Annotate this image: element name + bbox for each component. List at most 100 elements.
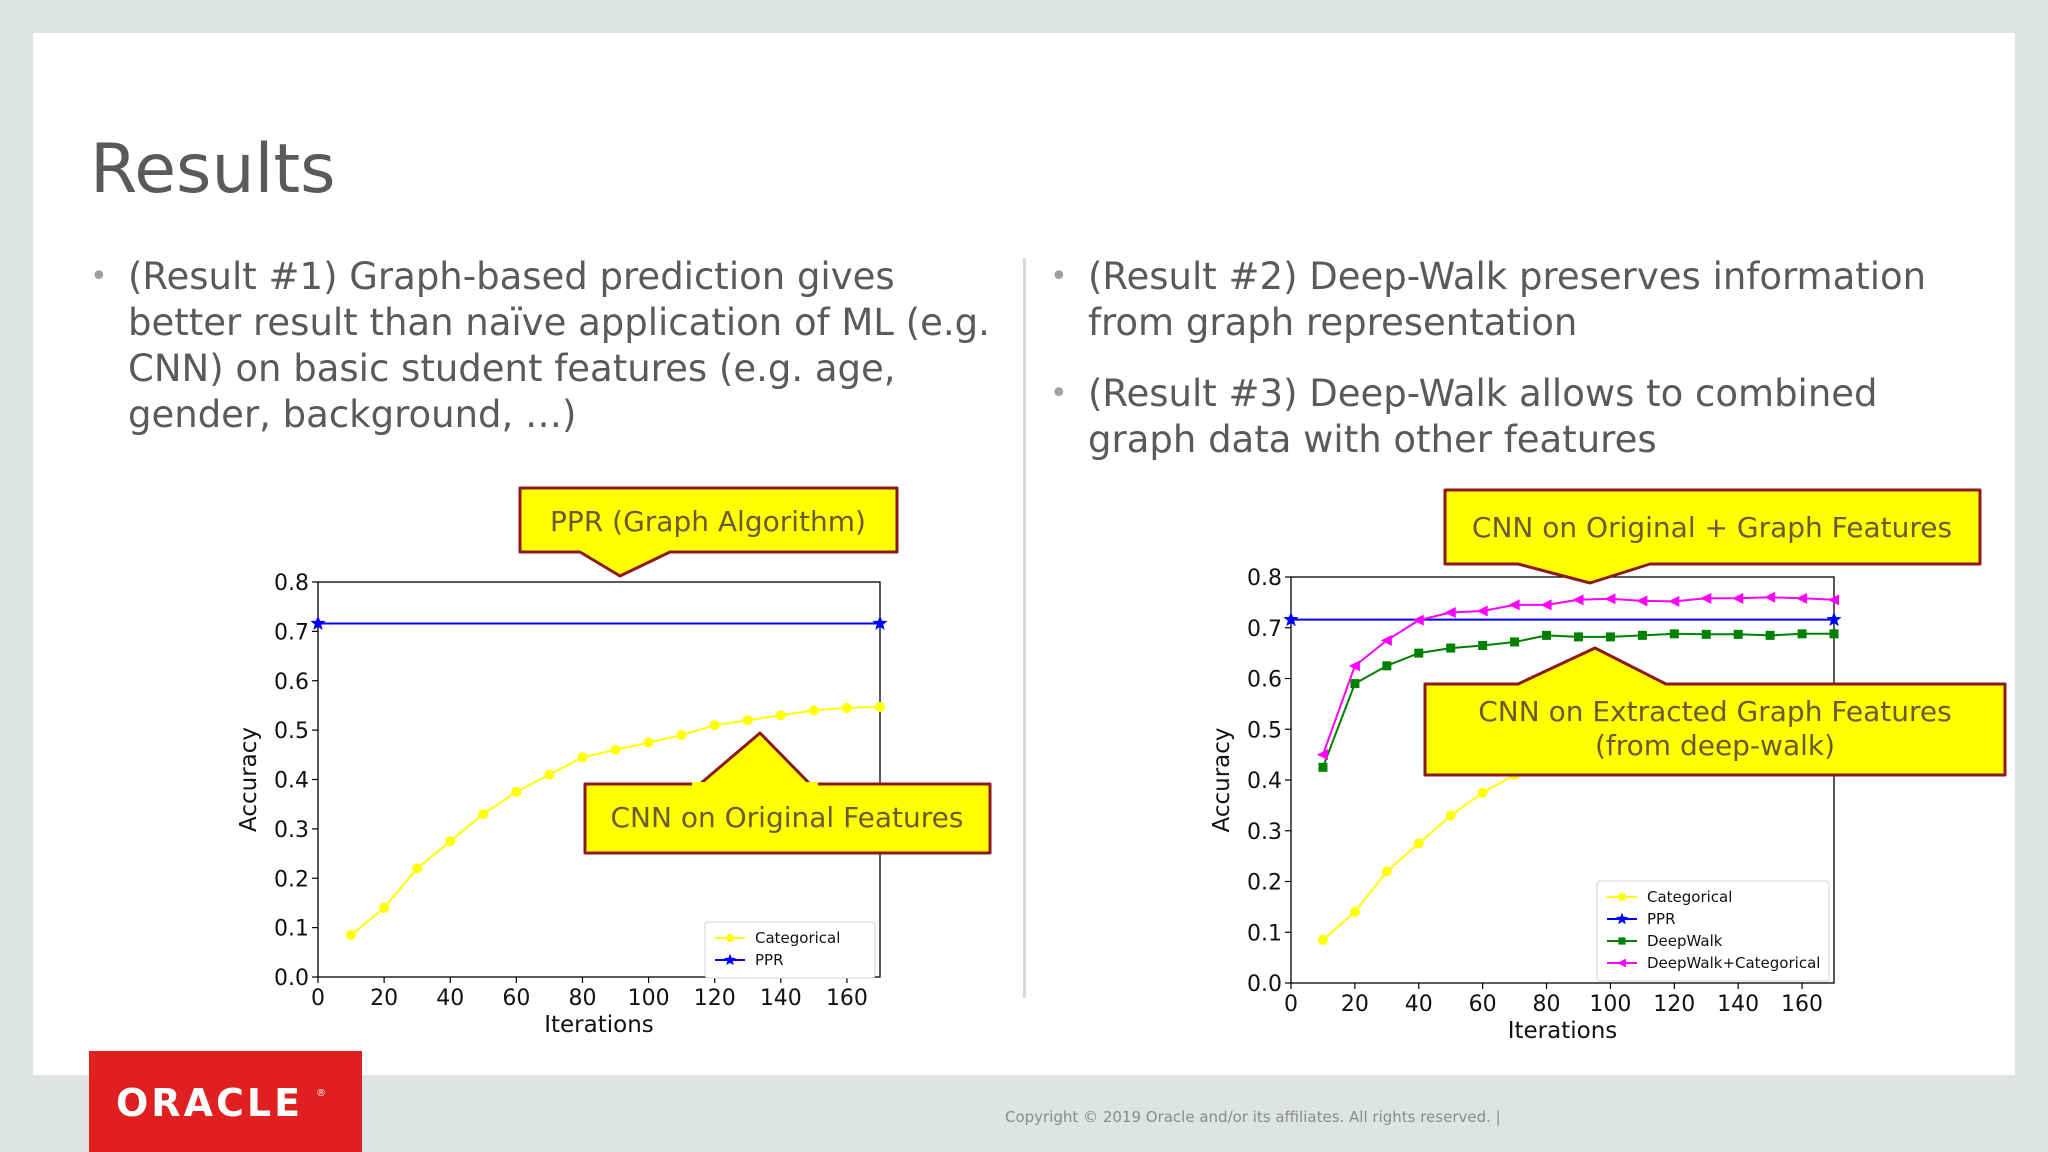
y-tick-label: 0.2 [274,867,309,892]
data-point [1476,605,1488,617]
legend-swatch-marker [1615,912,1629,925]
bullet-result-1: (Result #1) Graph-based prediction gives… [90,254,990,438]
x-tick-label: 140 [1717,992,1759,1017]
data-point [1542,630,1552,640]
y-tick-label: 0.7 [1247,617,1282,642]
data-point [1636,595,1648,607]
data-point [1380,634,1392,646]
y-axis-label: Accuracy [236,727,262,832]
x-axis-label: Iterations [544,1012,654,1038]
y-tick-label: 0.7 [274,620,309,645]
y-tick-label: 0.1 [1247,921,1282,946]
data-point [1604,593,1616,605]
y-tick-label: 0.6 [274,670,309,695]
legend-entry: Categorical [755,929,840,947]
y-axis-label: Accuracy [1209,727,1235,832]
data-point [1477,787,1488,798]
extracted-graph-callout-text-line2: (from deep-walk) [1595,729,1835,762]
legend-swatch-marker [1618,893,1626,901]
legend-entry: PPR [755,951,784,969]
legend-entry: PPR [1647,910,1676,928]
column-divider [1023,258,1026,998]
data-point [1572,594,1584,606]
data-point [1508,599,1520,611]
x-tick-label: 100 [628,986,670,1011]
data-point [1828,594,1839,606]
y-tick-label: 0.3 [1247,820,1282,845]
data-point [1414,648,1424,658]
legend-box [704,921,876,979]
data-point [1826,611,1842,627]
legend-swatch-marker [726,934,734,942]
y-tick-label: 0.4 [1247,769,1282,794]
x-tick-label: 40 [436,986,464,1011]
y-tick-label: 0.1 [274,917,309,942]
data-point [577,752,588,763]
data-point [511,786,522,797]
y-tick-label: 0.8 [274,571,309,596]
right-bullet-list: (Result #2) Deep-Walk preserves informat… [1050,254,1990,488]
left-bullet-list: (Result #1) Graph-based prediction gives… [90,254,990,463]
y-tick-label: 0.3 [274,818,309,843]
data-point [1540,599,1552,611]
legend-swatch-marker [1617,958,1626,968]
svg-text:ORACLE: ORACLE [116,1081,303,1124]
cnn-callout-seam [692,782,818,790]
data-point [1668,595,1680,607]
data-point [346,930,357,941]
legend-box [1596,880,1830,982]
data-point [1283,611,1299,627]
x-tick-label: 20 [370,986,398,1011]
y-tick-label: 0.0 [1247,972,1282,997]
original-graph-callout-shape [1443,488,1982,585]
y-tick-label: 0.8 [1247,566,1282,591]
legend-entry: DeepWalk [1647,932,1723,950]
data-point [1669,629,1679,639]
x-tick-label: 60 [502,986,530,1011]
x-tick-label: 0 [311,986,325,1011]
data-point [1701,629,1711,639]
data-point [872,615,888,630]
data-point [445,836,456,847]
x-tick-label: 100 [1589,992,1631,1017]
copyright-footer: Copyright © 2019 Oracle and/or its affil… [1005,1108,1501,1126]
y-tick-label: 0.0 [274,966,309,991]
data-point [1764,591,1776,603]
data-point [544,769,555,780]
data-point [775,710,786,721]
data-point [875,701,885,712]
x-tick-label: 120 [1653,992,1695,1017]
y-tick-label: 0.5 [1247,718,1282,743]
data-point [1381,866,1392,877]
oracle-logo: ORACLE ® [89,1051,362,1152]
y-tick-label: 0.5 [274,719,309,744]
data-point [1605,632,1615,642]
x-tick-label: 20 [1341,992,1369,1017]
data-point [1478,641,1488,651]
data-point [1412,614,1424,626]
data-point [1318,762,1328,772]
data-point [1348,660,1360,672]
x-tick-label: 60 [1469,992,1497,1017]
bullet-result-3: (Result #3) Deep-Walk allows to combined… [1050,371,1990,463]
svg-text:®: ® [316,1088,326,1099]
data-point [1733,629,1743,639]
page-title: Results [90,130,336,209]
data-point [1797,629,1807,639]
ppr-callout-shape [518,486,899,578]
data-point [1796,592,1808,604]
data-point [1573,632,1583,642]
data-point [1765,630,1775,640]
data-point [1637,630,1647,640]
data-point [742,715,753,726]
data-point [643,737,654,748]
data-point [1382,661,1392,671]
data-point [1349,906,1360,917]
data-point [1700,592,1712,604]
data-point [379,902,390,913]
x-tick-label: 160 [1781,992,1823,1017]
x-tick-label: 0 [1284,992,1298,1017]
data-point [1732,592,1744,604]
extracted-graph-callout-text-line1: CNN on Extracted Graph Features [1478,695,1951,728]
legend-swatch-marker [723,953,737,966]
